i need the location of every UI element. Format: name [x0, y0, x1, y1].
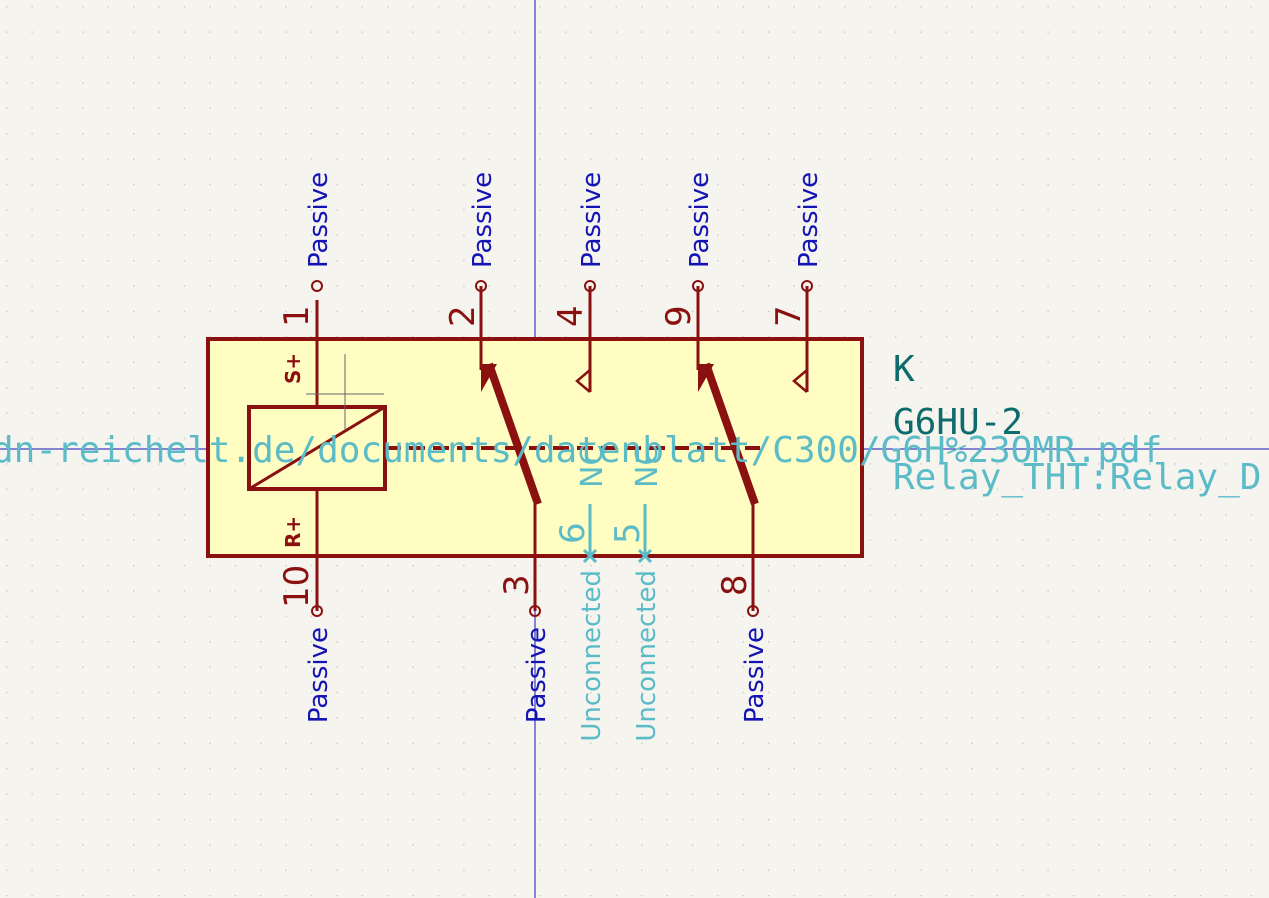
pin-number: 1 [277, 305, 317, 327]
no-connect-marker-6 [582, 548, 598, 564]
value-field[interactable]: G6HU-2 [893, 402, 1023, 443]
pin-number: 4 [551, 305, 591, 327]
pin-number: 3 [497, 574, 537, 596]
pin-name-nc: NC [630, 445, 665, 488]
pin-endpoints [311, 280, 813, 617]
relay-symbol[interactable]: S+ R+ 1 2 4 9 7 10 3 6 5 8 NC NC Passive… [206, 172, 1023, 742]
pin-type-label: Passive [468, 172, 498, 268]
switch-2 [696, 286, 809, 611]
pin-type-label: Passive [522, 627, 552, 723]
switch-1 [479, 286, 592, 611]
pin-name-nc: NC [575, 445, 610, 488]
pin-number: 7 [769, 305, 809, 327]
pin-type-label: Passive [740, 627, 770, 723]
datasheet-field[interactable]: dn-reichelt.de/documents/datenblatt/C300… [0, 430, 1162, 471]
coil-pin-name-bottom: R+ [281, 516, 305, 548]
pin-number: 10 [277, 565, 317, 608]
coil-pin-name-top: S+ [281, 353, 305, 384]
no-connect-marker-5 [637, 548, 653, 564]
pin-type-label: Passive [685, 172, 715, 268]
reference-designator[interactable]: K [893, 349, 915, 390]
pin-number: 8 [715, 574, 755, 596]
pin-type-label: Passive [304, 627, 334, 723]
pin-type-label: Passive [577, 172, 607, 268]
pin-type-label: Passive [794, 172, 824, 268]
pin-number: 6 [553, 522, 593, 544]
pin-number: 9 [659, 305, 699, 327]
pin-type-label: Unconnected [577, 570, 607, 742]
pin-number: 2 [443, 305, 483, 327]
pin-type-label: Unconnected [632, 570, 662, 742]
pin-number: 5 [608, 522, 648, 544]
footprint-field[interactable]: Relay_THT:Relay_D [893, 457, 1261, 498]
pin-type-label: Passive [304, 172, 334, 268]
